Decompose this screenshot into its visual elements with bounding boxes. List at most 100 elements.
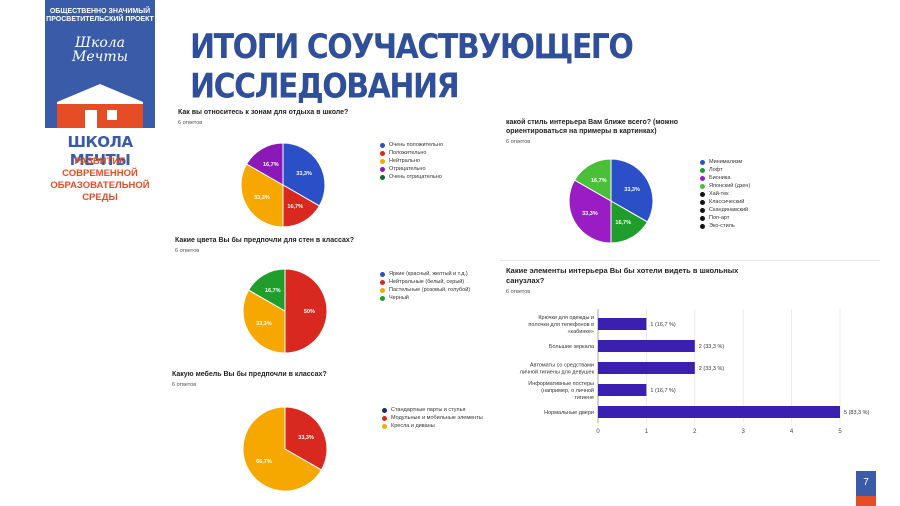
brand-logo-line-2: Мечты (71, 49, 128, 65)
legend-swatch (382, 415, 387, 421)
chart-title: Как вы относитесь к зонам для отдыха в ш… (178, 109, 349, 116)
slice-label: 16,7% (615, 220, 631, 226)
legend-label: Отрицательно (389, 166, 426, 172)
chart-title: Какие элементы интерьера Вы бы хотели ви… (506, 266, 739, 285)
legend-swatch (382, 407, 387, 413)
slice-label: 16,7% (263, 162, 279, 168)
bar-value-label: 1 (16,7 %) (650, 388, 676, 394)
legend-item: Поп-арт (700, 214, 750, 222)
chart-panel-furniture: Какую мебель Вы бы предпочли в классах? … (172, 370, 482, 388)
slice-label: 33,3% (624, 187, 640, 193)
bar-value-label: 1 (16,7 %) (650, 322, 676, 328)
legend-item: Очень отрицательно (380, 173, 443, 181)
legend-label: Поп-арт (709, 215, 730, 221)
legend-item: Лофт (700, 166, 750, 174)
brand-top-line-1: ОБЩЕСТВЕННО ЗНАЧИМЫЙ (49, 8, 151, 15)
pie-slice (610, 200, 649, 244)
legend-rest-zones: Очень положительно Положительно Нейтрально… (380, 141, 443, 181)
x-tick-label: 3 (742, 429, 746, 435)
pie-chart-interior-style: 33,3% 16,7% 33,3% 16,7% (568, 158, 654, 244)
legend-label: Хай-тек (709, 191, 729, 197)
legend-item: Бионика (700, 174, 750, 182)
legend-label: Модульные и мобильные элементы (391, 415, 483, 421)
brand-subtitle: РАЗВИТИЕ СОВРЕМЕННОЙ ОБРАЗОВАТЕЛЬНОЙ СРЕ… (45, 156, 155, 204)
legend-label: Черный (389, 295, 409, 301)
bar (598, 362, 695, 374)
legend-item: Минимализм (700, 158, 750, 166)
bar (598, 340, 695, 352)
page-title: ИТОГИ СОУЧАСТВУЮЩЕГО ИССЛЕДОВАНИЯ (190, 28, 634, 107)
x-tick-label: 1 (645, 429, 649, 435)
legend-label: Эко-стиль (709, 223, 735, 229)
legend-item: Нейтрально (380, 157, 443, 165)
legend-swatch (380, 174, 385, 180)
chart-panel-wall-colors: Какие цвета Вы бы предпочли для стен в к… (175, 236, 485, 254)
pie-slice (573, 158, 612, 202)
legend-item: Очень положительно (380, 141, 443, 149)
brand-subtitle-line-1: РАЗВИТИЕ СОВРЕМЕННОЙ (62, 156, 138, 179)
legend-label: Минимализм (709, 159, 743, 165)
category-label: Автоматы со средствами личной гигиены для… (520, 363, 595, 376)
bar (598, 406, 840, 418)
legend-label: Бионика (709, 175, 731, 181)
chart-subtitle: 6 ответов (506, 289, 531, 295)
bar-value-label: 2 (33,3 %) (699, 366, 725, 372)
legend-label: Пастельные (розовый, голубой) (389, 287, 471, 293)
legend-swatch (380, 158, 385, 164)
legend-label: Очень положительно (389, 142, 444, 148)
x-tick-label: 2 (693, 429, 697, 435)
brand-logo: Школа Мечты (45, 36, 155, 64)
legend-interior-style: Минимализм Лофт Бионика Японский (дзен) Хай-… (700, 158, 750, 230)
legend-swatch (380, 295, 385, 301)
legend-swatch (700, 199, 705, 205)
legend-swatch (700, 183, 705, 189)
category-label: Информативные постеры (например, о личной… (528, 381, 594, 401)
house-icon (57, 84, 143, 128)
chart-subtitle: 6 ответов (172, 382, 197, 388)
slice-label: 16,7% (591, 178, 607, 184)
slice-label: 33,3% (254, 195, 270, 201)
legend-item: Яркие (красный, желтый и т.д.) (380, 270, 470, 278)
legend-swatch (700, 215, 705, 221)
bar-value-label: 2 (33,3 %) (699, 344, 725, 350)
legend-label: Нейтральные (белый, серый) (389, 279, 465, 285)
legend-swatch (380, 271, 385, 277)
legend-item: Отрицательно (380, 165, 443, 173)
pie-slice (245, 142, 284, 186)
legend-label: Лофт (709, 167, 723, 173)
legend-item: Хай-тек (700, 190, 750, 198)
legend-wall-colors: Яркие (красный, желтый и т.д.) Нейтральны… (380, 270, 470, 302)
pie-slice (247, 268, 286, 312)
legend-label: Стандартные парты и стулья (391, 407, 466, 413)
legend-swatch (380, 142, 385, 148)
pie-chart-wall-colors: 50% 33,3% 16,7% (242, 268, 328, 354)
legend-swatch (700, 207, 705, 213)
legend-swatch (700, 223, 705, 229)
legend-swatch (380, 166, 385, 172)
brand-subtitle-line-2: ОБРАЗОВАТЕЛЬНОЙ СРЕДЫ (50, 180, 150, 203)
legend-label: Классический (709, 199, 745, 205)
legend-swatch (700, 191, 705, 197)
pie-slice (282, 184, 321, 228)
chart-subtitle: 6 ответов (506, 139, 531, 145)
slice-label: 16,7% (265, 288, 281, 294)
pie-slice (242, 406, 323, 492)
pie-slice (610, 158, 654, 223)
page-number-accent (856, 496, 876, 506)
legend-item: Нейтральные (белый, серый) (380, 278, 470, 286)
pie-chart-furniture: 33,3% 66,7% (242, 406, 328, 492)
slice-label: 16,7% (287, 204, 303, 210)
legend-item: Скандинавский (700, 206, 750, 214)
slice-label: 33,3% (582, 211, 598, 217)
legend-item: Эко-стиль (700, 222, 750, 230)
brand-project-label: ОБЩЕСТВЕННО ЗНАЧИМЫЙ ПРОСВЕТИТЕЛЬСКИЙ ПР… (45, 8, 155, 24)
slice-label: 33,3% (298, 435, 314, 441)
legend-label: Положительно (389, 150, 427, 156)
legend-item: Положительно (380, 149, 443, 157)
category-label: Крючки для одежды и полочки для телефонов… (528, 315, 594, 335)
bar (598, 318, 647, 330)
pie-slice (242, 289, 286, 354)
pie-slice (568, 179, 612, 244)
brand-block: ОБЩЕСТВЕННО ЗНАЧИМЫЙ ПРОСВЕТИТЕЛЬСКИЙ ПР… (45, 0, 155, 128)
category-label: Большие зеркала (549, 344, 595, 350)
